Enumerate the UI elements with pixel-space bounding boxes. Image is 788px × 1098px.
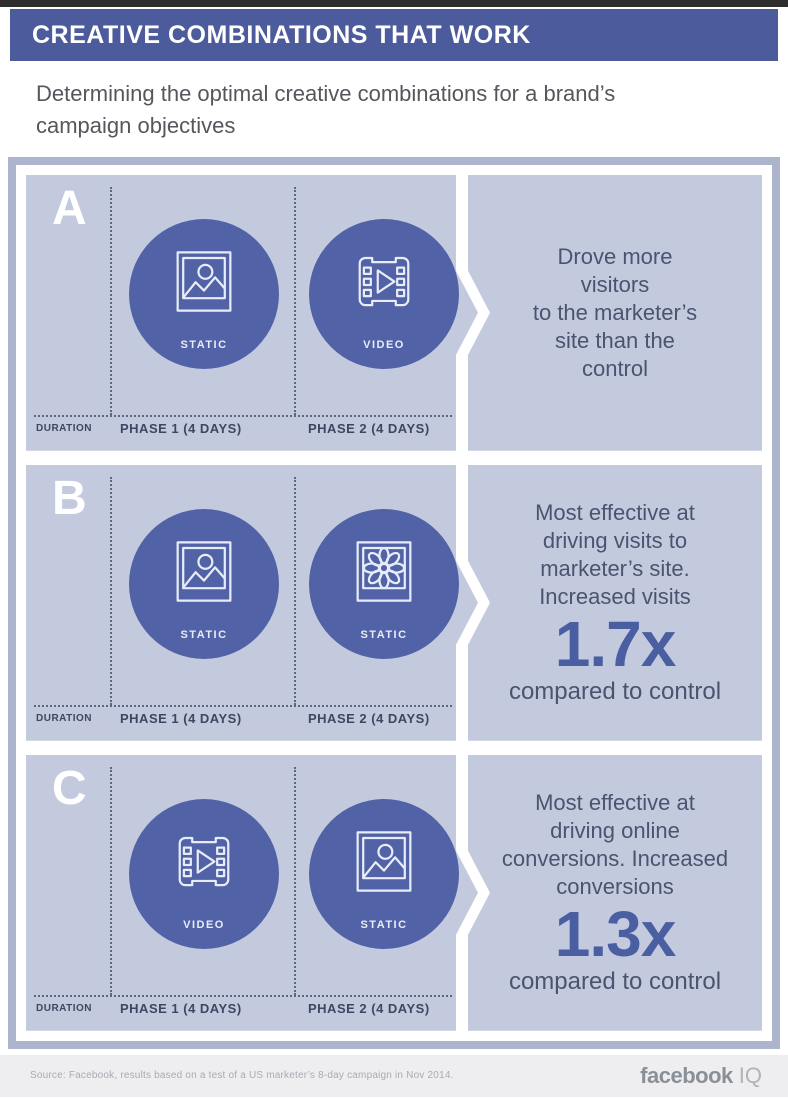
duration-axis-line (34, 415, 452, 417)
duration-label: DURATION (36, 1002, 93, 1014)
result-panel-a: Drove more visitors to the marketer’s si… (468, 175, 762, 451)
result-panel-c: Most effective at driving online convers… (468, 755, 762, 1031)
combination-row-b: B STATIC (26, 465, 762, 741)
creative-circle-phase2: STATIC (309, 509, 459, 659)
result-suffix: compared to control (508, 677, 722, 705)
timeline-panel-b: B STATIC (26, 465, 478, 741)
creative-circle-phase1: VIDEO (129, 799, 279, 949)
result-metric: 1.3x (554, 897, 676, 970)
result-panel-b: Most effective at driving visits to mark… (468, 465, 762, 741)
creative-type-label: STATIC (360, 628, 408, 641)
page-title: CREATIVE COMBINATIONS THAT WORK (32, 20, 531, 49)
row-letter: A (52, 181, 87, 235)
phase1-duration: PHASE 1 (4 DAYS) (120, 420, 242, 436)
combinations-container: A STATIC VIDEO DU (8, 156, 780, 1049)
footer: Source: Facebook, results based on a tes… (0, 1054, 788, 1097)
video-icon (129, 813, 279, 917)
header-bar: CREATIVE COMBINATIONS THAT WORK (10, 9, 778, 61)
creative-type-label: STATIC (180, 628, 228, 641)
page-subtitle: Determining the optimal creative combina… (36, 81, 616, 138)
axis-divider (110, 477, 112, 705)
photo-icon (129, 233, 279, 337)
axis-divider (110, 187, 112, 415)
facebook-iq-logo: facebook IQ (640, 1063, 762, 1089)
video-icon (309, 233, 459, 337)
photo-icon (129, 523, 279, 627)
result-suffix: compared to control (508, 967, 722, 995)
axis-divider (110, 767, 112, 995)
source-note: Source: Facebook, results based on a tes… (30, 1070, 454, 1082)
result-text: Most effective at driving visits to mark… (535, 499, 695, 609)
creative-circle-phase1: STATIC (129, 219, 279, 369)
flower-icon (309, 523, 459, 627)
creative-circle-phase2: VIDEO (309, 219, 459, 369)
creative-type-label: STATIC (360, 918, 408, 931)
phase-divider (294, 477, 296, 705)
combination-row-a: A STATIC VIDEO DU (26, 175, 762, 451)
duration-axis-line (34, 995, 452, 997)
timeline-panel-a: A STATIC VIDEO DU (26, 175, 478, 451)
brand-iq: IQ (738, 1062, 762, 1088)
timeline-panel-c: C VIDEO STATIC DU (26, 755, 478, 1031)
creative-type-label: VIDEO (183, 918, 225, 931)
result-text: Most effective at driving online convers… (501, 789, 729, 899)
phase2-duration: PHASE 2 (4 DAYS) (308, 1000, 430, 1016)
combination-row-c: C VIDEO STATIC DU (26, 755, 762, 1031)
phase2-duration: PHASE 2 (4 DAYS) (308, 710, 430, 726)
creative-type-label: VIDEO (363, 338, 405, 351)
creative-type-label: STATIC (180, 338, 228, 351)
photo-icon (309, 813, 459, 917)
phase1-duration: PHASE 1 (4 DAYS) (120, 1000, 242, 1016)
top-edge-strip (0, 0, 788, 7)
brand-facebook: facebook (640, 1062, 733, 1088)
creative-circle-phase1: STATIC (129, 509, 279, 659)
result-metric: 1.7x (554, 607, 676, 680)
phase2-duration: PHASE 2 (4 DAYS) (308, 420, 430, 436)
duration-axis-line (34, 705, 452, 707)
phase-divider (294, 767, 296, 995)
phase-divider (294, 187, 296, 415)
duration-label: DURATION (36, 712, 93, 724)
result-text: Drove more visitors to the marketer’s si… (532, 243, 698, 381)
creative-circle-phase2: STATIC (309, 799, 459, 949)
row-letter: C (52, 761, 87, 815)
phase1-duration: PHASE 1 (4 DAYS) (120, 710, 242, 726)
duration-label: DURATION (36, 422, 93, 434)
row-letter: B (52, 471, 87, 525)
